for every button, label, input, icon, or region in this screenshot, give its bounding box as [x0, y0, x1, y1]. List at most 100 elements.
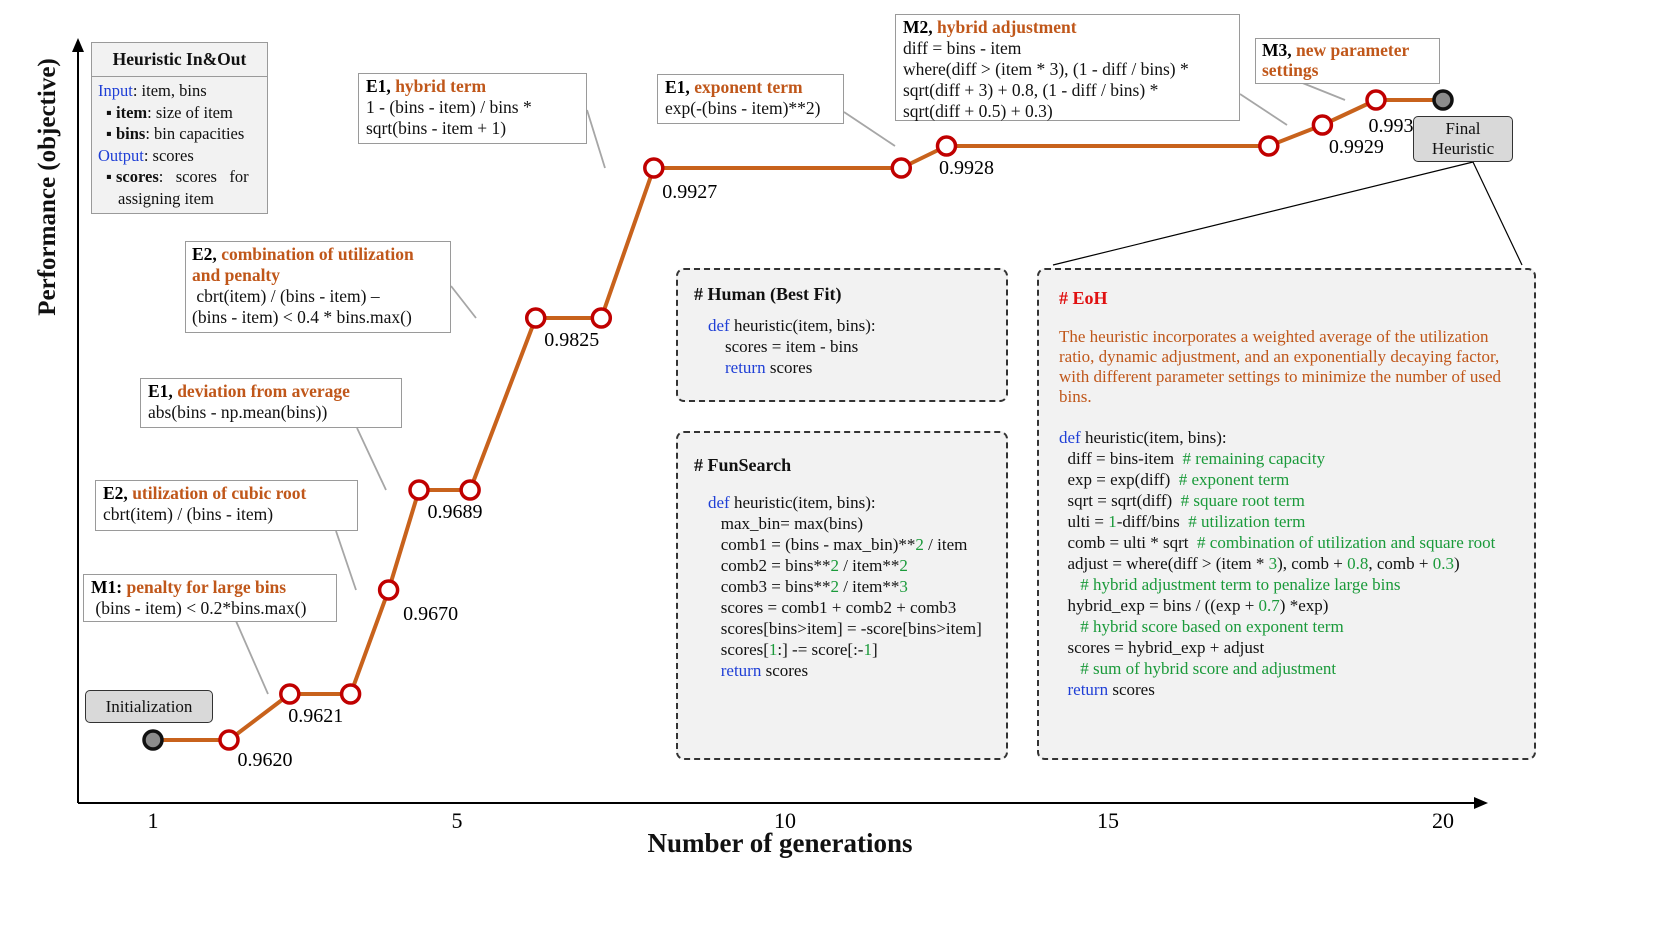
code-token: def: [1059, 428, 1081, 447]
code-token: def: [708, 316, 730, 335]
item-key: item: [115, 102, 148, 122]
annotation-name: combination of utilization: [221, 244, 414, 264]
code-token: # utilization term: [1188, 512, 1306, 531]
code-token: exp = exp(diff): [1059, 470, 1179, 489]
code-line: return scores: [708, 357, 990, 378]
code-token: scores[bins>item] = -score[bins>item]: [708, 619, 982, 638]
description-line: bins.: [1059, 387, 1092, 406]
code-token: 1: [1108, 512, 1117, 531]
code-line: hybrid_exp = bins / ((exp + 0.7) *exp): [1059, 595, 1514, 616]
annotation-code: abs(bins - np.mean(bins)): [148, 402, 328, 422]
panel-title: # Human (Best Fit): [694, 284, 842, 304]
code-token: [1059, 680, 1068, 699]
data-point-marker: [643, 157, 665, 179]
data-point-marker: [935, 135, 958, 157]
code-token: 2: [830, 577, 839, 596]
connector-m1: [235, 620, 269, 695]
annotation-name: new parameter: [1296, 40, 1410, 60]
code-token: / item: [923, 535, 968, 554]
code-line: def heuristic(item, bins):: [708, 315, 990, 336]
data-point-marker: [339, 683, 362, 705]
annotation-m3-parameters: M3, new parameter settings: [1255, 38, 1440, 84]
annotation-code: cbrt(item) / (bins - item): [103, 504, 274, 524]
annotation-code: where(diff > (item * 3), (1 - diff / bin…: [903, 59, 1189, 79]
code-line: # hybrid score based on exponent term: [1059, 616, 1514, 637]
data-point-marker: [1258, 135, 1280, 157]
annotation-name-2: settings: [1262, 60, 1319, 80]
code-line: comb2 = bins**2 / item**2: [708, 555, 990, 576]
code-line: scores[bins>item] = -score[bins>item]: [708, 618, 990, 639]
code-token: scores[: [708, 640, 769, 659]
bins-key: bins: [115, 124, 146, 143]
code-token: scores = hybrid_exp + adjust: [1059, 638, 1265, 657]
description-line: The heuristic incorporates a weighted av…: [1059, 327, 1489, 346]
point-value-label: 0.9825: [544, 329, 599, 351]
scores-text-2: assigning item: [118, 188, 214, 208]
input-label: Input: [98, 81, 133, 100]
code-token: ulti =: [1059, 512, 1109, 531]
code-token: [708, 661, 721, 680]
annotation-name-2: and penalty: [192, 265, 281, 285]
code-line: scores[1:] -= score[:-1]: [708, 639, 990, 660]
annotation-op: E1,: [665, 77, 690, 97]
description-line: with different parameter settings to min…: [1059, 367, 1502, 386]
code-token: [1059, 659, 1080, 678]
data-point-marker: [1311, 114, 1334, 136]
connector-m2: [1239, 93, 1288, 126]
point-markers: [142, 89, 1454, 751]
code-token: ): [1453, 554, 1460, 573]
point-value-label: 0.9670: [403, 603, 458, 625]
code-token: scores: [761, 661, 809, 680]
code-token: comb = ulti * sqrt: [1059, 533, 1198, 552]
code-token: 0.8: [1347, 554, 1369, 573]
code-line: diff = bins-item # remaining capacity: [1059, 448, 1514, 469]
initialization-label: Initialization: [85, 690, 213, 723]
annotation-op: M1:: [91, 577, 123, 597]
code-line: def heuristic(item, bins):: [1059, 427, 1514, 448]
end-marker: [1432, 89, 1454, 111]
bins-text: : bin capacities: [145, 124, 245, 143]
code-line: # sum of hybrid score and adjustment: [1059, 658, 1514, 679]
panel-title: # FunSearch: [694, 455, 792, 475]
annotation-op: E1,: [148, 381, 173, 401]
annotation-op: E2,: [192, 244, 217, 264]
annotation-op: M3,: [1262, 40, 1292, 60]
code-line: adjust = where(diff > (item * 3), comb +…: [1059, 553, 1514, 574]
code-token: 1: [863, 640, 872, 659]
annotation-code: diff = bins - item: [903, 38, 1022, 58]
code-block: def heuristic(item, bins): scores = item…: [694, 315, 990, 378]
annotation-connectors: [235, 81, 1523, 695]
code-token: comb1 = (bins - max_bin)**: [708, 535, 916, 554]
output-label: Output: [98, 145, 144, 165]
eoh-description: The heuristic incorporates a weighted av…: [1059, 327, 1514, 407]
connector-e1-exponent: [843, 111, 896, 147]
code-line: scores = comb1 + comb2 + comb3: [708, 597, 990, 618]
panel-title: # EoH: [1059, 288, 1108, 308]
code-token: max_bin= max(bins): [708, 514, 864, 533]
code-token: diff = bins-item: [1059, 449, 1183, 468]
series-polyline: [153, 98, 1443, 742]
code-token: heuristic(item, bins):: [729, 493, 876, 512]
code-token: -diff/bins: [1116, 512, 1189, 531]
annotation-code: sqrt(diff + 0.5) + 0.3): [903, 101, 1053, 121]
final-heuristic-label: Final Heuristic: [1413, 116, 1513, 162]
annotation-op: E1,: [366, 76, 391, 96]
code-token: , comb +: [1368, 554, 1433, 573]
code-line: comb1 = (bins - max_bin)**2 / item: [708, 534, 990, 555]
annotation-name: exponent term: [694, 77, 803, 97]
point-value-label: 0.9928: [939, 157, 994, 179]
code-line: scores = hybrid_exp + adjust: [1059, 637, 1514, 658]
code-line: # hybrid adjustment term to penalize lar…: [1059, 574, 1514, 595]
funsearch-panel: # FunSearch def heuristic(item, bins): m…: [676, 431, 1008, 760]
code-token: def: [708, 493, 730, 512]
item-text: : size of item: [147, 102, 233, 122]
description-line: ratio, dynamic adjustment, and an expone…: [1059, 347, 1500, 366]
code-token: return: [1067, 680, 1109, 699]
data-point-marker: [590, 307, 613, 329]
code-token: [1059, 575, 1080, 594]
series-line: [153, 98, 1443, 742]
code-block: def heuristic(item, bins): diff = bins-i…: [1059, 427, 1514, 700]
heuristic-in-out-box: Heuristic In&Out Input: item, bins ▪ ite…: [91, 42, 268, 214]
data-point-marker: [218, 729, 240, 751]
